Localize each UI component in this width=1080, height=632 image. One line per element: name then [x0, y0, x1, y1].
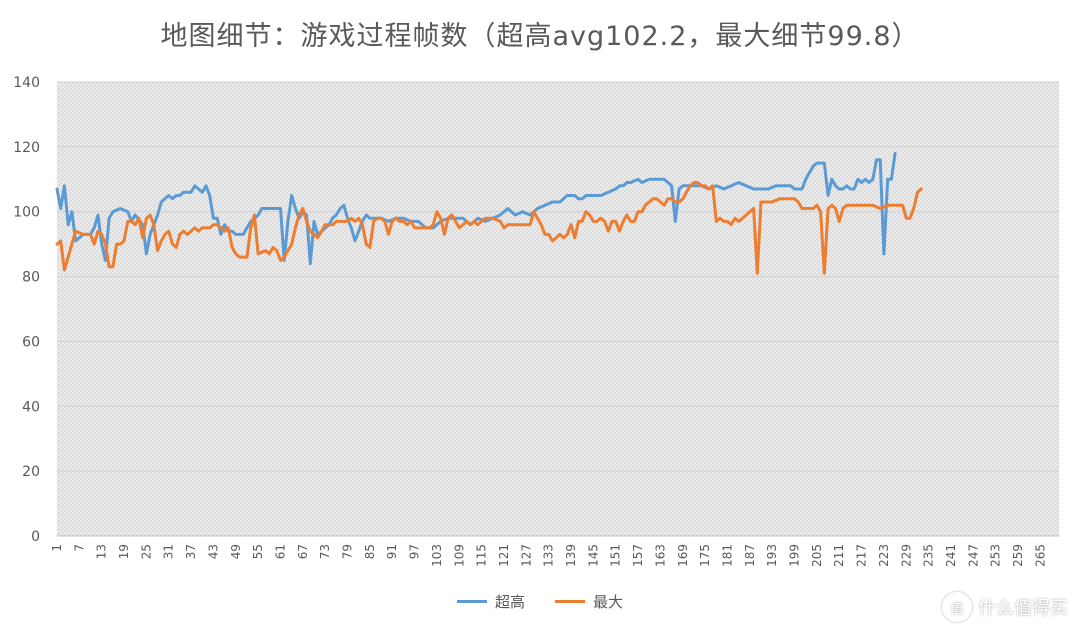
x-tick-label: 85 [363, 544, 377, 559]
series-line-0 [55, 151, 897, 266]
x-tick-label: 175 [698, 544, 712, 567]
legend-swatch-zuida [555, 600, 585, 603]
y-tick-label: 40 [22, 399, 40, 415]
x-tick-label: 259 [1011, 544, 1025, 567]
x-tick-label: 49 [229, 544, 243, 559]
y-tick-label: 100 [13, 205, 40, 221]
x-tick-label: 7 [72, 544, 86, 552]
x-tick-label: 205 [810, 544, 824, 567]
legend-swatch-chaogao [456, 600, 487, 603]
watermark-logo-icon: 值 [942, 592, 972, 622]
x-tick-label: 67 [296, 544, 310, 559]
legend-item-chaogao: 超高 [456, 591, 525, 612]
x-tick-label: 163 [653, 544, 667, 567]
x-tick-label: 121 [497, 544, 511, 567]
x-tick-label: 103 [430, 544, 444, 567]
x-tick-label: 61 [273, 544, 287, 559]
y-tick-label: 60 [22, 334, 40, 350]
x-tick-label: 139 [564, 544, 578, 567]
x-tick-label: 229 [899, 544, 913, 567]
x-tick-label: 145 [586, 544, 600, 567]
x-tick-label: 181 [720, 544, 734, 567]
legend-label-chaogao: 超高 [494, 593, 525, 611]
x-tick-label: 55 [251, 544, 265, 559]
legend: 超高 最大 [0, 591, 1080, 612]
watermark-text: 什么值得买 [978, 598, 1068, 619]
y-tick-label: 120 [13, 140, 40, 156]
x-tick-label: 97 [408, 544, 422, 559]
y-tick-label: 20 [22, 464, 40, 480]
x-tick-label: 91 [385, 544, 399, 559]
x-tick-label: 187 [743, 544, 757, 567]
plot-area [57, 82, 1059, 536]
x-tick-label: 223 [877, 544, 891, 567]
x-tick-label: 109 [452, 544, 466, 567]
x-tick-label: 13 [95, 544, 109, 559]
x-tick-label: 25 [139, 544, 153, 559]
x-tick-label: 199 [788, 544, 802, 567]
x-tick-label: 211 [832, 544, 846, 567]
x-tick-label: 79 [341, 544, 355, 559]
x-tick-label: 241 [944, 544, 958, 567]
y-tick-label: 0 [31, 529, 40, 545]
x-tick-label: 217 [855, 544, 869, 567]
x-tick-label: 31 [162, 544, 176, 559]
x-tick-label: 73 [318, 544, 332, 559]
x-tick-label: 253 [989, 544, 1003, 567]
x-tick-label: 1 [50, 544, 64, 552]
x-tick-label: 19 [117, 544, 131, 559]
x-tick-label: 247 [966, 544, 980, 567]
x-tick-label: 151 [609, 544, 623, 567]
x-tick-label: 43 [206, 544, 220, 559]
x-tick-label: 127 [519, 544, 533, 567]
x-tick-label: 193 [765, 544, 779, 567]
x-tick-label: 265 [1033, 544, 1047, 567]
chart-title: 地图细节：游戏过程帧数（超高avg102.2，最大细节99.8） [160, 21, 920, 52]
series-line-1 [55, 181, 923, 275]
watermark: 值 什么值得买 [942, 592, 1068, 622]
x-tick-label: 37 [184, 544, 198, 559]
x-tick-label: 235 [922, 544, 936, 567]
x-tick-label: 157 [631, 544, 645, 567]
x-tick-label: 169 [676, 544, 690, 567]
legend-label-zuida: 最大 [593, 593, 624, 611]
y-tick-label: 80 [22, 270, 40, 286]
legend-item-zuida: 最大 [555, 591, 623, 612]
y-tick-label: 140 [13, 75, 40, 91]
x-tick-label: 115 [475, 544, 489, 567]
x-tick-label: 133 [542, 544, 556, 567]
